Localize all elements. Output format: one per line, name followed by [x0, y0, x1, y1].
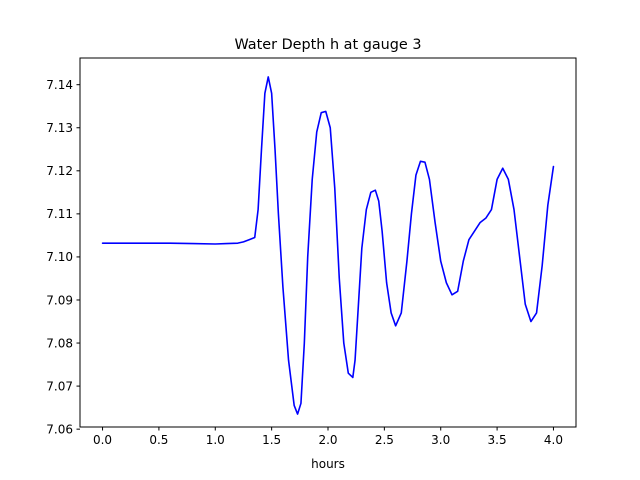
y-tick-label: 7.14: [46, 78, 73, 92]
x-tick-label: 3.0: [431, 433, 450, 447]
x-tick-label: 0.5: [149, 433, 168, 447]
x-tick-label: 1.0: [206, 433, 225, 447]
y-tick-label: 7.10: [46, 250, 73, 264]
y-tick-label: 7.08: [46, 336, 73, 350]
y-axis: 7.06 7.07 7.08 7.09 7.10 7.11 7.12 7.13 7.14: [46, 78, 80, 436]
x-axis-label: hours: [311, 457, 345, 471]
x-tick-label: 3.5: [488, 433, 507, 447]
x-tick-label: 2.0: [318, 433, 337, 447]
x-tick-label: 0.0: [93, 433, 112, 447]
plot-area: [79, 57, 577, 428]
y-tick-label: 7.09: [46, 293, 73, 307]
y-tick-label: 7.06: [46, 422, 73, 436]
x-axis: 0.0 0.5 1.0 1.5 2.0 2.5 3.0 3.5 4.0: [93, 427, 563, 447]
y-tick-label: 7.13: [46, 121, 73, 135]
series-line-0: [101, 76, 555, 415]
x-tick-label: 2.5: [375, 433, 394, 447]
x-tick-label: 4.0: [544, 433, 563, 447]
x-tick-label: 1.5: [262, 433, 281, 447]
y-tick-label: 7.11: [46, 207, 73, 221]
y-tick-label: 7.07: [46, 379, 73, 393]
y-tick-label: 7.12: [46, 164, 73, 178]
chart-title: Water Depth h at gauge 3: [234, 37, 421, 53]
